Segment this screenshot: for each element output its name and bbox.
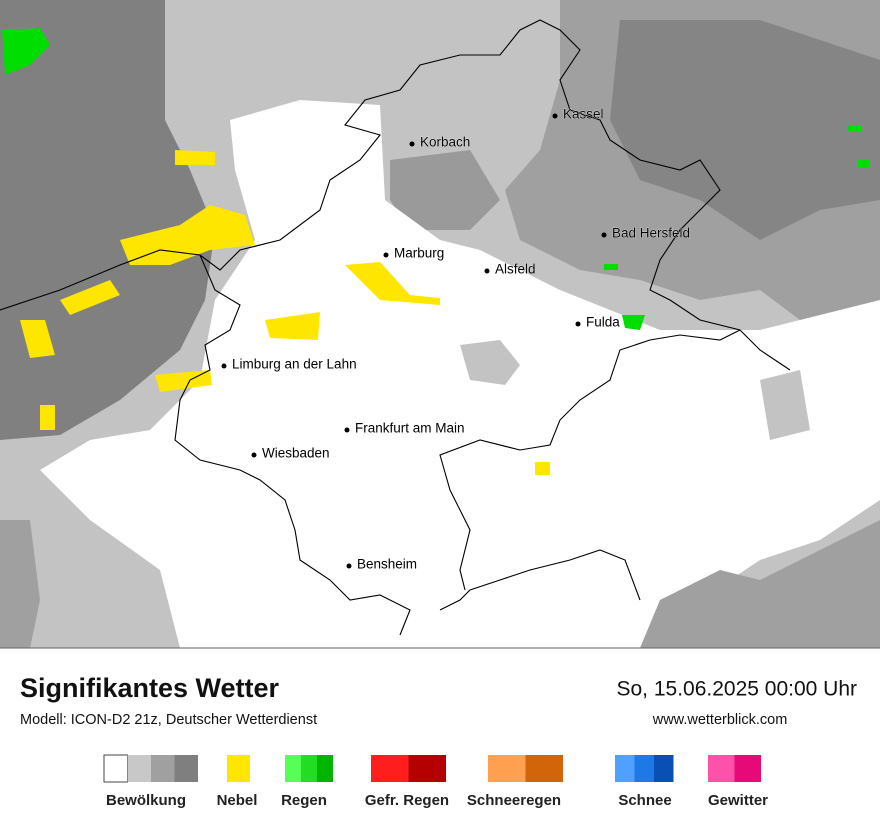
cloud-dense bbox=[0, 0, 215, 440]
border-line bbox=[174, 254, 411, 636]
legend-swatch bbox=[654, 755, 674, 782]
legend-swatch bbox=[615, 755, 635, 782]
fog bbox=[535, 462, 550, 475]
border-line bbox=[0, 19, 791, 371]
cloud-light bbox=[760, 370, 810, 440]
subtitle: Modell: ICON-D2 21z, Deutscher Wetterdie… bbox=[20, 712, 317, 728]
legend-swatch bbox=[174, 755, 198, 782]
legend: Bewölkung Nebel Regen Gefr. Regen Schneerege… bbox=[103, 754, 768, 809]
map bbox=[0, 0, 880, 648]
border-line bbox=[439, 329, 741, 591]
city-dot bbox=[409, 141, 415, 147]
fog bbox=[345, 262, 440, 305]
city-label: Wiesbaden bbox=[262, 446, 330, 461]
legend-swatch bbox=[227, 755, 250, 782]
legend-swatch bbox=[708, 755, 735, 782]
city-label: Korbach bbox=[420, 135, 470, 150]
legend-swatch bbox=[525, 755, 563, 782]
legend-swatch bbox=[127, 755, 151, 782]
legend-swatch bbox=[317, 755, 333, 782]
legend-label: Gefr. Regen bbox=[365, 792, 449, 809]
city-dot bbox=[552, 113, 558, 119]
legend-label: Schnee bbox=[618, 792, 671, 809]
rain bbox=[2, 28, 50, 75]
website[interactable]: www.wetterblick.com bbox=[652, 712, 788, 728]
borders bbox=[0, 19, 791, 636]
city-label: Bensheim bbox=[357, 557, 417, 572]
city-label: Bad Hersfeld bbox=[612, 226, 690, 241]
fog bbox=[155, 370, 212, 392]
cloud-medium bbox=[390, 150, 500, 230]
rain-patches bbox=[2, 28, 870, 330]
legend-label: Gewitter bbox=[708, 792, 768, 809]
legend-label: Nebel bbox=[217, 792, 258, 809]
city-dot bbox=[575, 321, 581, 327]
legend-swatch bbox=[301, 755, 317, 782]
city-dot bbox=[484, 268, 490, 274]
rain bbox=[858, 160, 870, 168]
legend-swatch bbox=[634, 755, 654, 782]
legend-swatch bbox=[488, 755, 526, 782]
city-dot bbox=[251, 452, 257, 458]
rain bbox=[604, 264, 618, 270]
clear-area bbox=[40, 100, 880, 648]
legend-label: Regen bbox=[281, 792, 327, 809]
fog bbox=[120, 205, 255, 265]
fog bbox=[20, 320, 55, 358]
city-label: Limburg an der Lahn bbox=[232, 357, 357, 372]
legend-swatch bbox=[734, 755, 761, 782]
legend-label: Schneeregen bbox=[467, 792, 561, 809]
city-label: Fulda bbox=[586, 315, 620, 330]
city-labels: Kassel Korbach Bad Hersfeld Marburg Alsfeld F… bbox=[221, 106, 690, 572]
city-dot bbox=[221, 363, 227, 369]
city-label: Alsfeld bbox=[495, 262, 536, 277]
city-dot bbox=[344, 427, 350, 433]
border-line bbox=[439, 549, 641, 611]
legend-swatch bbox=[285, 755, 301, 782]
legend-swatch bbox=[151, 755, 175, 782]
city-label: Frankfurt am Main bbox=[355, 421, 465, 436]
legend-swatch bbox=[371, 755, 409, 782]
cloud-medium bbox=[640, 520, 880, 648]
datetime: So, 15.06.2025 00:00 Uhr bbox=[616, 678, 857, 701]
city-dot bbox=[383, 252, 389, 258]
rain bbox=[848, 125, 862, 131]
fog bbox=[175, 150, 215, 165]
city-dot bbox=[601, 232, 607, 238]
legend-label: Bewölkung bbox=[106, 792, 186, 809]
fog bbox=[60, 280, 120, 315]
city-dot bbox=[346, 563, 352, 569]
rain bbox=[622, 315, 645, 330]
cloud-medium bbox=[0, 520, 40, 648]
cloud-dense bbox=[610, 20, 880, 240]
legend-swatch bbox=[408, 755, 446, 782]
fog-patches bbox=[20, 150, 550, 475]
city-label: Marburg bbox=[394, 246, 444, 261]
footer-panel bbox=[0, 648, 880, 830]
cloud-light bbox=[460, 340, 520, 385]
title: Signifikantes Wetter bbox=[20, 673, 280, 703]
legend-swatch bbox=[103, 754, 128, 783]
city-label: Kassel bbox=[563, 107, 604, 122]
fog bbox=[40, 405, 55, 430]
fog bbox=[265, 312, 320, 340]
